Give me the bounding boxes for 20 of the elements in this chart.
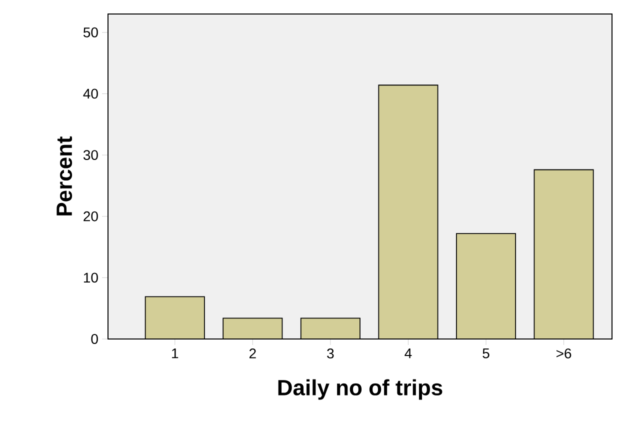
x-tick-label: 1 bbox=[172, 348, 178, 358]
bar bbox=[223, 318, 282, 339]
x-tick-label: 2 bbox=[249, 348, 256, 358]
y-tick-label: 20 bbox=[84, 211, 98, 222]
y-axis-title: Percent bbox=[56, 136, 72, 216]
bar bbox=[534, 169, 594, 339]
x-tick-label: >6 bbox=[556, 348, 572, 358]
y-tick-label: 40 bbox=[83, 88, 98, 99]
y-tick-label: 10 bbox=[84, 272, 98, 283]
y-tick-label: 0 bbox=[91, 334, 98, 344]
x-tick-label: 3 bbox=[327, 348, 334, 358]
bar bbox=[145, 296, 204, 339]
x-axis-title: Daily no of trips bbox=[278, 379, 442, 400]
x-tick-label: 4 bbox=[404, 348, 412, 358]
y-tick-label: 30 bbox=[83, 150, 98, 160]
x-tick-label: 5 bbox=[482, 348, 490, 358]
y-tick-label: 50 bbox=[83, 27, 98, 38]
bar bbox=[378, 85, 438, 339]
bar bbox=[456, 234, 516, 339]
bar bbox=[300, 318, 360, 339]
